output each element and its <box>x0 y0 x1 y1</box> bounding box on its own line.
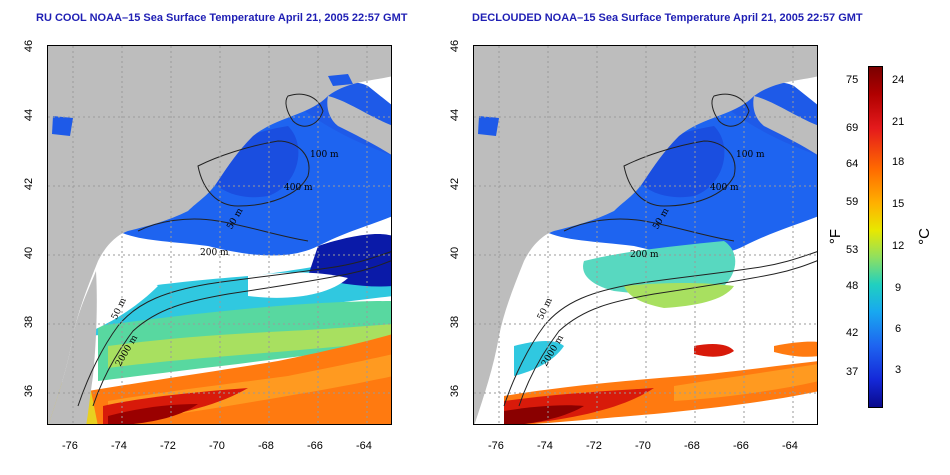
colorbar-f-42: 42 <box>846 327 859 339</box>
colorbar-f-69: 69 <box>846 122 859 134</box>
colorbar-c-3: 3 <box>895 364 902 376</box>
left-lat-40: 40 <box>23 246 35 260</box>
left-lon--74: -74 <box>111 440 127 452</box>
right-lat-40: 40 <box>449 246 461 260</box>
left-lat-42: 42 <box>23 177 35 191</box>
contour-label-200m: 200 m <box>200 248 229 258</box>
left-lat-44: 44 <box>23 108 35 122</box>
left-lon--76: -76 <box>62 440 78 452</box>
colorbar-c-24: 24 <box>892 74 905 86</box>
colorbar-fahrenheit-unit: °F <box>827 228 845 245</box>
left-lon--72: -72 <box>160 440 176 452</box>
colorbar-celsius-unit: °C <box>915 228 933 245</box>
left-lon--70: -70 <box>209 440 225 452</box>
colorbar-c-9: 9 <box>895 282 902 294</box>
right-lat-44: 44 <box>449 108 461 122</box>
colorbar-f-48: 48 <box>846 280 859 292</box>
right-map-title: DECLOUDED NOAA–15 Sea Surface Temperatur… <box>472 12 863 24</box>
colorbar-f-64: 64 <box>846 158 859 170</box>
right-lat-38: 38 <box>449 315 461 329</box>
left-lat-36: 36 <box>23 384 35 398</box>
colorbar-c-12: 12 <box>892 240 905 252</box>
contour-label-200m: 200 m <box>630 250 659 260</box>
colorbar-c-18: 18 <box>892 156 905 168</box>
colorbar-f-59: 59 <box>846 196 859 208</box>
right-lat-36: 36 <box>449 384 461 398</box>
right-lon--66: -66 <box>733 440 749 452</box>
contour-label-100m: 100 m <box>736 150 765 160</box>
contour-label-400m: 400 m <box>284 183 313 193</box>
left-lon--68: -68 <box>258 440 274 452</box>
contour-label-100m: 100 m <box>310 150 339 160</box>
colorbar-c-15: 15 <box>892 198 905 210</box>
contour-label-400m: 400 m <box>710 183 739 193</box>
right-lon--74: -74 <box>537 440 553 452</box>
left-lat-38: 38 <box>23 315 35 329</box>
left-lon--66: -66 <box>307 440 323 452</box>
left-map-title: RU COOL NOAA–15 Sea Surface Temperature … <box>36 12 408 24</box>
right-lon--72: -72 <box>586 440 602 452</box>
colorbar-f-53: 53 <box>846 244 859 256</box>
right-lon--76: -76 <box>488 440 504 452</box>
colorbar-c-6: 6 <box>895 323 902 335</box>
right-lat-46: 46 <box>449 39 461 53</box>
left-lon--64: -64 <box>356 440 372 452</box>
colorbar-f-75: 75 <box>846 74 859 86</box>
right-lon--70: -70 <box>635 440 651 452</box>
temperature-colorbar <box>868 66 883 408</box>
right-lon--68: -68 <box>684 440 700 452</box>
right-lat-42: 42 <box>449 177 461 191</box>
colorbar-f-37: 37 <box>846 366 859 378</box>
left-sst-map: 100 m 400 m 50 m 200 m 50 m 2000 m <box>47 45 392 425</box>
colorbar-c-21: 21 <box>892 116 905 128</box>
right-lon--64: -64 <box>782 440 798 452</box>
left-lat-46: 46 <box>23 39 35 53</box>
right-sst-map: 100 m 400 m 50 m 200 m 50 m 2000 m <box>473 45 818 425</box>
